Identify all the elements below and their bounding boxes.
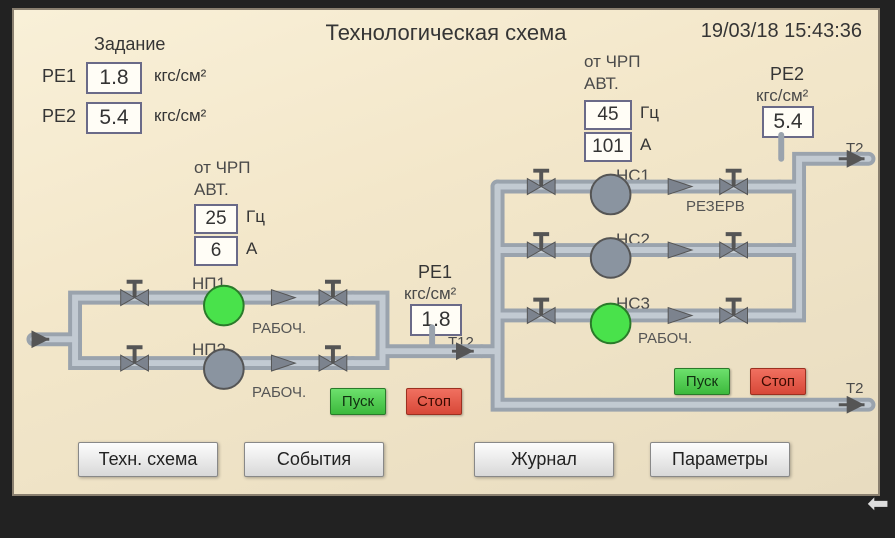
- pe1-gauge-label: PE1: [418, 262, 452, 283]
- hmi-screen: Технологическая схема 19/03/18 15:43:36 …: [12, 8, 880, 496]
- right-drive-freq: 45: [584, 100, 632, 130]
- pe1-setpoint-label: PE1: [42, 66, 76, 87]
- stop-button-right[interactable]: Стоп: [750, 368, 806, 395]
- datetime-display: 19/03/18 15:43:36: [701, 20, 862, 43]
- pe2-setpoint-label: PE2: [42, 106, 76, 127]
- start-button-right[interactable]: Пуск: [674, 368, 730, 395]
- back-icon[interactable]: ⬅: [863, 488, 893, 518]
- np1-status: РАБОЧ.: [252, 320, 306, 337]
- right-drive-source: от ЧРП: [584, 52, 640, 72]
- np2-status: РАБОЧ.: [252, 384, 306, 401]
- right-drive-current-unit: А: [640, 135, 651, 155]
- pe2-setpoint-unit: кгс/см²: [154, 106, 206, 126]
- pe1-gauge-unit: кгс/см²: [404, 284, 456, 304]
- right-drive-current: 101: [584, 132, 632, 162]
- left-drive-freq-unit: Гц: [246, 207, 265, 227]
- tag-t2-bot: Т2: [846, 380, 864, 397]
- np1-label: НП1: [192, 274, 226, 294]
- nav-events-button[interactable]: События: [244, 442, 384, 477]
- pe1-setpoint-value[interactable]: 1.8: [86, 62, 142, 94]
- tag-t2-top: Т2: [846, 140, 864, 157]
- nav-params-button[interactable]: Параметры: [650, 442, 790, 477]
- nc1-label: НС1: [616, 166, 650, 186]
- tag-t12: Т12: [448, 334, 474, 351]
- page-title: Технологическая схема: [326, 20, 567, 46]
- right-drive-freq-unit: Гц: [640, 103, 659, 123]
- schematic-svg: [14, 10, 878, 494]
- pe1-setpoint-unit: кгс/см²: [154, 66, 206, 86]
- nc3-label: НС3: [616, 294, 650, 314]
- pe2-setpoint-value[interactable]: 5.4: [86, 102, 142, 134]
- pe2-gauge-label: PE2: [770, 64, 804, 85]
- left-drive-current-unit: А: [246, 239, 257, 259]
- pe2-gauge-unit: кгс/см²: [756, 86, 808, 106]
- stop-button-left[interactable]: Стоп: [406, 388, 462, 415]
- left-drive-current: 6: [194, 236, 238, 266]
- nav-scheme-button[interactable]: Техн. схема: [78, 442, 218, 477]
- np2-label: НП2: [192, 340, 226, 360]
- pe1-gauge-value: 1.8: [410, 304, 462, 336]
- left-drive-mode: АВТ.: [194, 180, 229, 200]
- pe2-gauge-value: 5.4: [762, 106, 814, 138]
- right-drive-mode: АВТ.: [584, 74, 619, 94]
- nc1-status: РЕЗЕРВ: [686, 198, 745, 215]
- left-drive-freq: 25: [194, 204, 238, 234]
- nav-journal-button[interactable]: Журнал: [474, 442, 614, 477]
- nc3-status: РАБОЧ.: [638, 330, 692, 347]
- start-button-left[interactable]: Пуск: [330, 388, 386, 415]
- left-drive-source: от ЧРП: [194, 158, 250, 178]
- nc2-label: НС2: [616, 230, 650, 250]
- setpoint-header: Задание: [94, 34, 165, 55]
